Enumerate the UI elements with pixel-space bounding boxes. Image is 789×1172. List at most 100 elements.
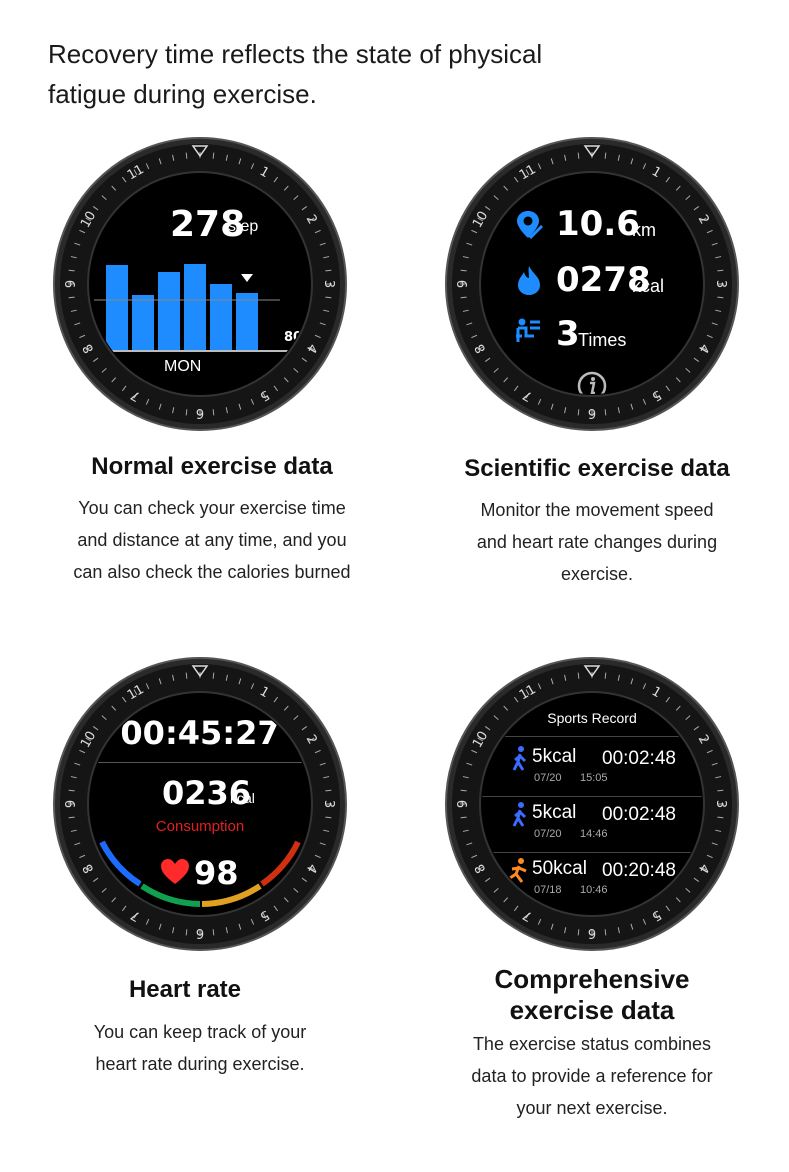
duration-value: 00:45:27 [120, 714, 280, 752]
calories-value: 0278 [556, 260, 651, 300]
bezel-triangle-marker [191, 665, 209, 678]
distance-value: 10.6 [556, 204, 640, 244]
desc-line: exercise. [560, 564, 634, 584]
bezel-number: 6 [196, 405, 204, 420]
heart-rate-value: 98 [194, 854, 239, 892]
sports-record-title: Sports Record [547, 710, 637, 726]
bezel-number: 3 [321, 800, 336, 808]
consumption-label: Consumption [155, 818, 245, 835]
bezel-number: 11 [517, 682, 539, 703]
desc-line: Monitor the movement speed [480, 500, 714, 520]
bezel-number: 9 [64, 280, 79, 288]
step-bar [236, 293, 258, 350]
intro-line-1: Recovery time reflects the state of phys… [48, 39, 543, 69]
walking-icon [512, 802, 527, 827]
bezel-number: 11 [517, 162, 539, 183]
step-bar [106, 265, 128, 350]
bezel-number: 11 [125, 682, 147, 703]
record-duration: 00:02:48 [602, 748, 676, 769]
bezel-number: 10 [470, 729, 491, 751]
section-desc-scientific: Monitor the movement speed and heart rat… [420, 494, 774, 590]
record-time: 10:46 [580, 884, 608, 896]
step-bar [184, 264, 206, 350]
record-kcal: 5kcal [532, 802, 577, 823]
step-bar [158, 272, 180, 350]
heart-rate-zone-arc [99, 840, 301, 907]
record-date: 07/20 [534, 828, 562, 840]
desc-line: your next exercise. [516, 1098, 668, 1118]
watch-heart-rate: 1 2 3 4 5 6 7 8 9 10 11 00:45:27 0236 kcal Consump… [52, 656, 348, 952]
steps-target-label: 8000 [284, 330, 310, 345]
title-line: Comprehensive [494, 964, 690, 994]
desc-line: The exercise status combines [472, 1034, 712, 1054]
bezel-number: 11 [125, 162, 147, 183]
desc-line: data to provide a reference for [471, 1066, 713, 1086]
section-desc-comprehensive: The exercise status combines data to pro… [430, 1028, 754, 1124]
walking-icon [512, 746, 527, 771]
bezel-triangle-marker [583, 665, 601, 678]
watch-screen: 278 step 8000 MON [90, 174, 310, 394]
section-title-heart: Heart rate [128, 976, 242, 1003]
location-icon [517, 211, 544, 240]
info-icon[interactable] [576, 370, 608, 394]
heart-icon [161, 859, 189, 884]
day-label: MON [164, 358, 202, 375]
times-value: 3 [556, 314, 580, 354]
intro-text: Recovery time reflects the state of phys… [48, 34, 608, 114]
record-duration: 00:02:48 [602, 804, 676, 825]
record-duration: 00:20:48 [602, 860, 676, 881]
bezel-number: 10 [78, 209, 99, 231]
step-bar [132, 295, 154, 350]
bezel-number: 6 [588, 405, 596, 420]
watch-sports-record: 1 2 3 4 5 6 7 8 9 10 11 Sports Record 5kcal 00:02:… [444, 656, 740, 952]
running-icon [509, 858, 527, 883]
record-date: 07/18 [534, 884, 562, 896]
steps-value: 278 [170, 204, 246, 245]
watch-scientific: 1 2 3 4 5 6 7 8 9 10 11 10.6 km 0278 kcal 3 Times [444, 136, 740, 432]
bezel-number: 10 [78, 729, 99, 751]
section-desc-heart: You can keep track of your heart rate du… [50, 1016, 350, 1080]
divider [94, 762, 306, 763]
bezel-number: 3 [321, 280, 336, 288]
intro-line-2: fatigue during exercise. [48, 79, 317, 109]
bezel-number: 3 [713, 800, 728, 808]
steps-unit: step [228, 218, 259, 235]
record-kcal: 50kcal [532, 858, 587, 879]
watch-screen: Sports Record 5kcal 00:02:48 07/20 15:05… [482, 694, 702, 914]
times-unit: Times [578, 330, 627, 350]
section-title-scientific: Scientific exercise data [464, 455, 730, 482]
calories-value: 0236 [162, 774, 252, 812]
calories-unit: kcal [230, 790, 255, 806]
title-line: exercise data [509, 995, 675, 1025]
record-row[interactable]: 5kcal 00:02:48 07/20 14:46 [510, 800, 700, 850]
desc-line: heart rate during exercise. [95, 1054, 305, 1074]
flame-icon [518, 266, 540, 295]
desc-line: and distance at any time, and you [77, 530, 347, 550]
bezel-triangle-marker [191, 145, 209, 158]
record-time: 14:46 [580, 828, 608, 840]
record-row[interactable]: 5kcal 00:02:48 07/20 15:05 [510, 744, 700, 794]
bezel-triangle-marker [583, 145, 601, 158]
bezel-number: 9 [456, 280, 471, 288]
desc-line: can also check the calories burned [73, 562, 351, 582]
section-desc-normal: You can check your exercise time and dis… [40, 492, 384, 588]
record-time: 15:05 [580, 772, 608, 784]
watch-screen: 00:45:27 0236 kcal Consumption 98 [90, 694, 310, 914]
section-title-normal: Normal exercise data [91, 453, 333, 480]
section-title-comprehensive: Comprehensive exercise data [430, 964, 754, 1026]
record-kcal: 5kcal [532, 746, 577, 767]
bezel-number: 6 [588, 925, 596, 940]
bezel-number: 9 [456, 800, 471, 808]
record-date: 07/20 [534, 772, 562, 784]
record-row[interactable]: 50kcal 00:20:48 07/18 10:46 [506, 856, 702, 906]
bezel-number: 9 [64, 800, 79, 808]
calories-unit: kcal [632, 276, 665, 296]
desc-line: You can keep track of your [93, 1022, 307, 1042]
desc-line: You can check your exercise time [78, 498, 346, 518]
exercise-times-icon [516, 318, 540, 342]
bezel-number: 10 [470, 209, 491, 231]
distance-unit: km [632, 220, 656, 240]
bezel-number: 3 [713, 280, 728, 288]
desc-line: and heart rate changes during [476, 532, 718, 552]
